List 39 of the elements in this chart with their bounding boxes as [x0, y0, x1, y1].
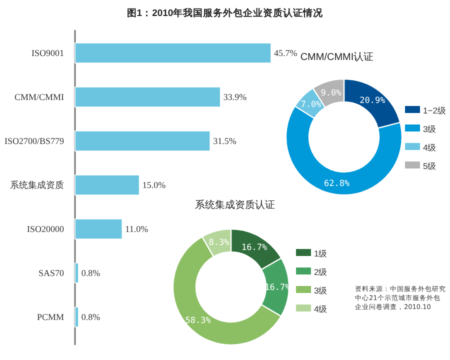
chart-title: 系统集成资质认证 [195, 199, 275, 211]
data-label: 11.0% [125, 224, 149, 234]
legend-label: 3级 [314, 286, 328, 296]
y-tick-label: 系统集成资质 [10, 180, 64, 190]
data-label: 20.9% [360, 96, 386, 106]
bar [74, 130, 210, 152]
legend-label: 3级 [423, 124, 437, 134]
data-label: 15.0% [142, 180, 166, 190]
y-tick-label: ISO2700/BS779 [4, 136, 64, 146]
legend-label: 5级 [423, 161, 437, 171]
y-tick-label: ISO20000 [26, 224, 64, 234]
y-tick-label: CMM/CMMI [14, 92, 64, 102]
data-label: 62.8% [324, 178, 350, 189]
bar [74, 262, 79, 284]
y-tick-label: SAS70 [38, 268, 64, 278]
data-label: 9.0% [320, 88, 342, 98]
legend-label: 4级 [423, 142, 437, 152]
data-label: 0.8% [81, 268, 101, 278]
legend-label: 2级 [314, 267, 328, 277]
legend-label: 4级 [314, 304, 328, 314]
data-label: 0.8% [81, 312, 101, 322]
bar [74, 174, 140, 196]
chart-title: CMM/CMMI认证 [300, 51, 374, 63]
legend-label: 1级 [314, 248, 328, 258]
bar [74, 86, 221, 108]
data-label: 45.7% [274, 48, 298, 58]
data-label: 31.5% [213, 136, 237, 146]
chart-title: 图1：2010年我国服务外包企业资质认证情况 [126, 7, 324, 19]
y-tick-label: PCMM [36, 312, 64, 322]
data-label: 16.7% [241, 242, 268, 253]
bar [74, 218, 123, 240]
data-label: 33.9% [223, 92, 248, 102]
bar [74, 42, 272, 64]
legend-label: 1−2级 [423, 106, 446, 116]
data-label: 58.3% [185, 316, 211, 326]
bar [74, 306, 79, 328]
y-tick-label: ISO9001 [31, 48, 64, 58]
data-label: 8.3% [208, 238, 230, 248]
data-label: 7.0% [300, 100, 322, 110]
